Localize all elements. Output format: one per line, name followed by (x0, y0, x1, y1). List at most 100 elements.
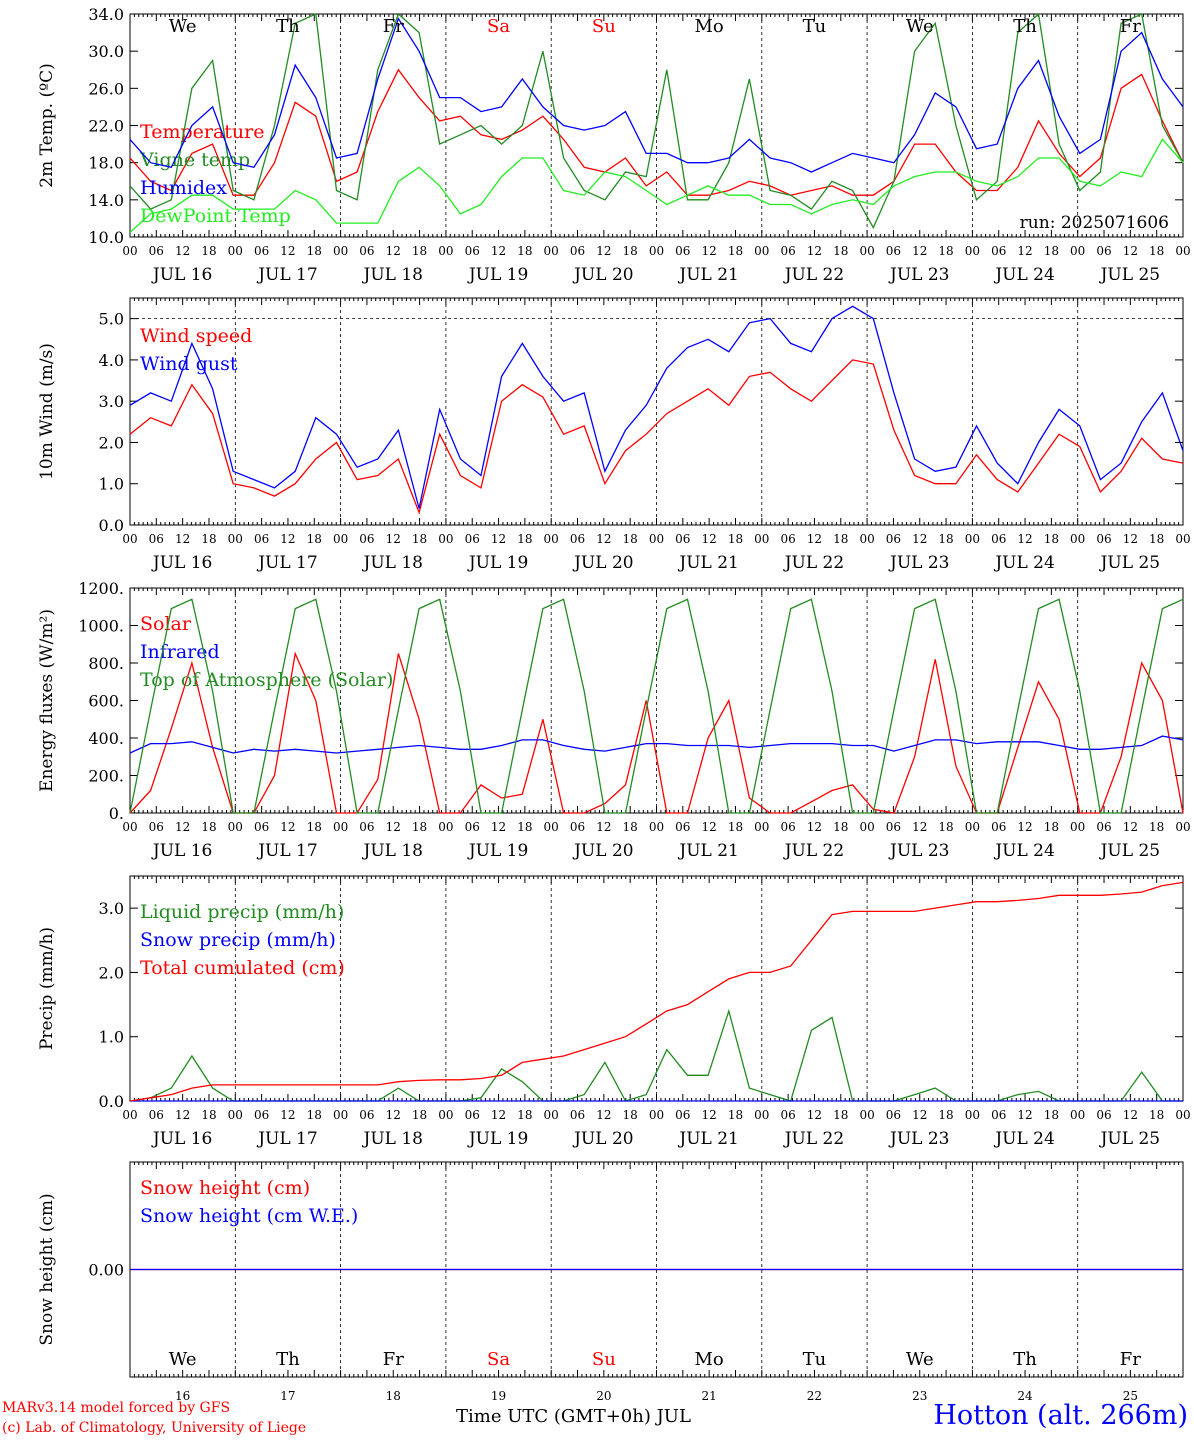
y-tick-label: 400. (88, 729, 124, 748)
hour-tick-label: 12 (175, 820, 190, 834)
y-tick-label: 1.0 (99, 1028, 124, 1047)
weekday-label: Fr (1120, 16, 1141, 37)
series-line-2 (129, 17, 1184, 173)
weekday-label: Su (592, 16, 616, 37)
hour-tick-label: 00 (544, 532, 559, 546)
day-number-label: 19 (491, 1389, 506, 1403)
hour-tick-label: 06 (254, 820, 269, 834)
day-number-label: 23 (912, 1389, 927, 1403)
panel-5: 0.00 Snow height (cm) Snow height (cm) Snow… (37, 1161, 1184, 1403)
plot-frame (129, 587, 1184, 814)
series-line-2 (129, 881, 1184, 1102)
hour-tick-label: 18 (833, 820, 848, 834)
date-label: JUL 19 (467, 841, 528, 861)
hour-tick-label: 00 (122, 820, 137, 834)
date-label: JUL 18 (362, 1129, 423, 1149)
series-line-1 (129, 12, 1184, 230)
hour-tick-label: 06 (465, 820, 480, 834)
hour-tick-label: 00 (438, 1108, 453, 1122)
hour-tick-label: 12 (491, 532, 506, 546)
hour-tick-label: 12 (912, 1108, 927, 1122)
hour-tick-label: 12 (1017, 532, 1032, 546)
date-label: JUL 24 (993, 265, 1054, 285)
hour-tick-label: 00 (859, 820, 874, 834)
hour-tick-label: 12 (807, 1108, 822, 1122)
legend-entry: DewPoint Temp (140, 205, 291, 227)
hour-tick-label: 12 (280, 244, 295, 258)
hour-tick-label: 06 (254, 1108, 269, 1122)
hour-tick-label: 06 (1096, 532, 1111, 546)
hour-tick-label: 12 (596, 532, 611, 546)
hour-tick-label: 00 (122, 1108, 137, 1122)
date-label: JUL 19 (467, 553, 528, 573)
hour-tick-label: 18 (1149, 244, 1164, 258)
hour-tick-label: 00 (965, 820, 980, 834)
y-tick-label: 18.0 (88, 154, 124, 173)
hour-tick-label: 18 (517, 820, 532, 834)
date-label: JUL 21 (677, 553, 738, 573)
hour-tick-label: 00 (965, 532, 980, 546)
legend-entry: Total cumulated (cm) (140, 957, 345, 979)
date-label: JUL 22 (783, 1129, 844, 1149)
legend-entry: Snow precip (mm/h) (140, 929, 336, 951)
date-label: JUL 17 (256, 553, 317, 573)
date-label: JUL 16 (151, 1129, 212, 1149)
legend-entry: Wind speed (140, 325, 252, 347)
hour-tick-label: 00 (122, 532, 137, 546)
y-tick-label: 34.0 (88, 5, 124, 24)
hour-tick-label: 12 (175, 1108, 190, 1122)
hour-tick-label: 18 (938, 244, 953, 258)
series-line-3 (129, 138, 1184, 233)
weekday-label: Mo (695, 1349, 724, 1370)
legend-entry: Top of Atmosphere (Solar) (140, 669, 393, 691)
y-tick-label: 3.0 (99, 899, 124, 918)
hour-tick-label: 06 (149, 1108, 164, 1122)
series-line-0 (129, 68, 1184, 196)
station-title: Hotton (alt. 266m) (933, 1400, 1188, 1431)
hour-tick-label: 00 (544, 244, 559, 258)
hour-tick-label: 06 (465, 244, 480, 258)
hour-tick-label: 18 (833, 532, 848, 546)
hour-tick-label: 06 (886, 244, 901, 258)
hour-tick-label: 06 (359, 820, 374, 834)
legend-entry: Vigne temp (139, 149, 250, 171)
hour-tick-label: 12 (280, 820, 295, 834)
y-tick-label: 2.0 (99, 963, 124, 982)
date-label: JUL 20 (572, 841, 633, 861)
hour-tick-label: 06 (675, 820, 690, 834)
hour-tick-label: 18 (412, 532, 427, 546)
hour-tick-label: 18 (833, 244, 848, 258)
hour-tick-label: 00 (544, 820, 559, 834)
x-axis-title: Time UTC (GMT+0h) JUL (456, 1406, 691, 1427)
y-tick-label: 22.0 (88, 117, 124, 136)
hour-tick-label: 06 (149, 532, 164, 546)
hour-tick-label: 00 (1070, 244, 1085, 258)
hour-tick-label: 18 (1044, 244, 1059, 258)
hour-tick-label: 18 (938, 820, 953, 834)
date-label: JUL 20 (572, 265, 633, 285)
footer-copyright: (c) Lab. of Climatology, University of L… (2, 1420, 307, 1436)
hour-tick-label: 00 (754, 1108, 769, 1122)
hour-tick-label: 18 (938, 532, 953, 546)
hour-tick-label: 00 (754, 244, 769, 258)
hour-tick-label: 00 (859, 532, 874, 546)
date-label: JUL 17 (256, 265, 317, 285)
date-label: JUL 18 (362, 553, 423, 573)
day-number-label: 18 (386, 1389, 401, 1403)
date-label: JUL 21 (677, 1129, 738, 1149)
date-label: JUL 23 (888, 553, 949, 573)
day-number-label: 16 (175, 1389, 190, 1403)
hour-tick-label: 18 (1044, 1108, 1059, 1122)
date-label: JUL 22 (783, 265, 844, 285)
series-line-1 (129, 305, 1184, 509)
legend-entry: Temperature (140, 121, 264, 143)
hour-tick-label: 06 (1096, 820, 1111, 834)
hour-tick-label: 06 (886, 1108, 901, 1122)
hour-tick-label: 18 (307, 820, 322, 834)
hour-tick-label: 18 (517, 1108, 532, 1122)
hour-tick-label: 18 (307, 532, 322, 546)
weekday-label: Sa (487, 16, 510, 37)
date-label: JUL 21 (677, 841, 738, 861)
weekday-label: Tu (803, 16, 827, 37)
hour-tick-label: 00 (754, 820, 769, 834)
